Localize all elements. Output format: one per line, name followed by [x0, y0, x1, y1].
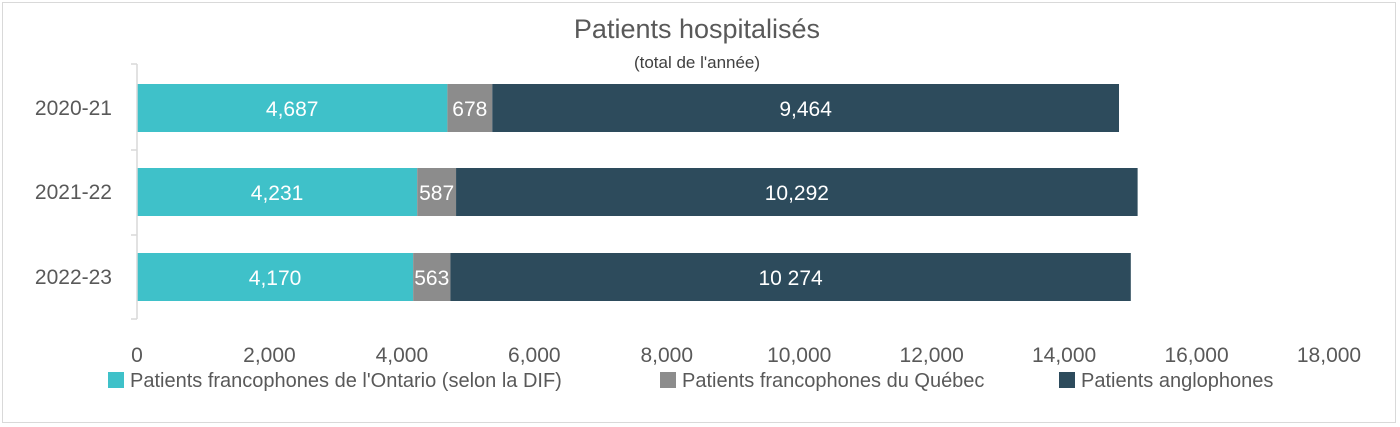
x-tick-label: 14,000	[1032, 344, 1096, 367]
chart-title: Patients hospitalisés	[574, 14, 820, 44]
data-label-2022-23-series-1: 4,170	[249, 267, 302, 290]
legend-label-2: Patients francophones du Québec	[682, 370, 984, 392]
legend: Patients francophones de l'Ontario (selo…	[108, 370, 1273, 392]
bar-2020-21-series-2	[447, 84, 493, 132]
data-label-2020-21-series-3: 9,464	[779, 98, 832, 121]
x-tick-label: 0	[131, 344, 143, 367]
x-tick-label: 4,000	[376, 344, 429, 367]
data-label-2021-22-series-1: 4,231	[251, 182, 304, 205]
legend-swatch-3	[1059, 372, 1075, 388]
axes-group: 2020-21 2021-22 2022-23 0 2,000 4,000 6,000 8,0…	[35, 63, 1361, 367]
data-label-2020-21-series-1: 4,687	[266, 98, 319, 121]
x-tick-label: 6,000	[508, 344, 561, 367]
legend-label-3: Patients anglophones	[1081, 370, 1273, 392]
data-label-2020-21-series-2: 678	[452, 98, 487, 121]
legend-label-1: Patients francophones de l'Ontario (selo…	[130, 370, 562, 392]
data-label-2022-23-series-3: 10 274	[758, 267, 823, 290]
x-tick-label: 10,000	[767, 344, 831, 367]
bar-2021-22-series-3	[456, 168, 1138, 216]
bars-group: 4,687 678 9,464 4,231 587 10,292 4,170 563 10 27…	[137, 84, 1138, 301]
bar-2020-21-series-1	[137, 84, 448, 132]
bar-2021-22-series-1	[137, 168, 418, 216]
data-label-2022-23-series-2: 563	[414, 267, 449, 290]
chart-subtitle: (total de l'année)	[634, 53, 760, 72]
category-label-2021-22: 2021-22	[35, 181, 112, 204]
x-tick-label: 16,000	[1164, 344, 1228, 367]
bar-2022-23-series-1	[137, 253, 414, 301]
legend-swatch-2	[660, 372, 676, 388]
bar-2021-22-series-2	[417, 168, 457, 216]
bar-2022-23-series-2	[413, 253, 451, 301]
data-label-2021-22-series-3: 10,292	[765, 182, 829, 205]
x-tick-label: 8,000	[640, 344, 693, 367]
category-label-2020-21: 2020-21	[35, 97, 112, 120]
bar-2022-23-series-3	[450, 253, 1131, 301]
x-tick-label: 12,000	[900, 344, 964, 367]
category-label-2022-23: 2022-23	[35, 266, 112, 289]
bar-2020-21-series-3	[492, 84, 1120, 132]
data-label-2021-22-series-2: 587	[419, 182, 454, 205]
x-tick-label: 2,000	[243, 344, 296, 367]
legend-swatch-1	[108, 372, 124, 388]
x-tick-label: 18,000	[1297, 344, 1361, 367]
